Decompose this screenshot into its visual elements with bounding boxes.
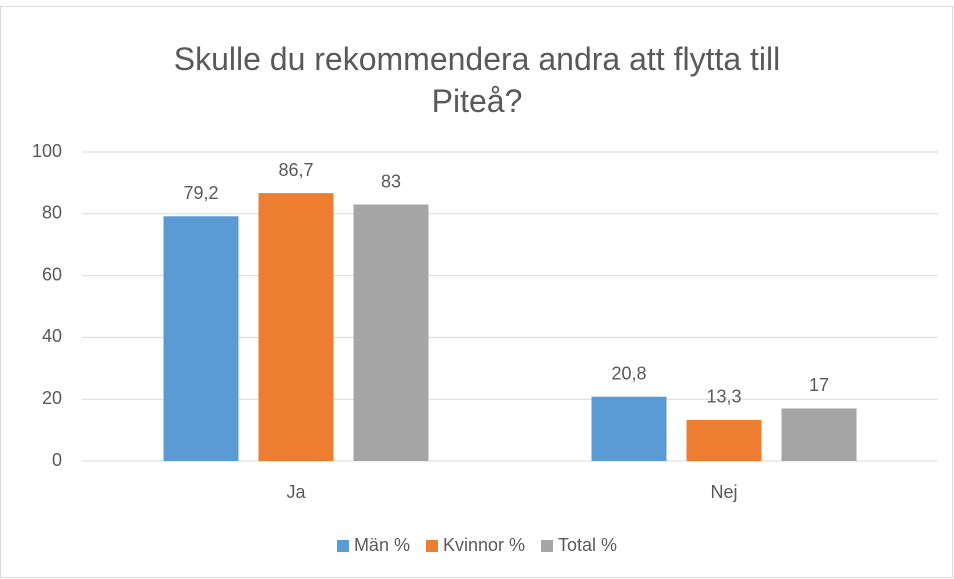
y-tick-label: 20 bbox=[42, 388, 62, 408]
bar bbox=[781, 408, 857, 461]
data-label: 83 bbox=[381, 171, 401, 191]
chart-border bbox=[0, 6, 953, 578]
y-tick-label: 80 bbox=[42, 203, 62, 223]
data-label: 79,2 bbox=[183, 183, 218, 203]
y-tick-label: 100 bbox=[32, 141, 62, 161]
y-tick-label: 0 bbox=[52, 450, 62, 470]
data-label: 13,3 bbox=[706, 387, 741, 407]
bar bbox=[591, 396, 667, 461]
legend-label: Kvinnor % bbox=[443, 535, 525, 555]
legend-label: Total % bbox=[558, 535, 617, 555]
x-tick-label: Nej bbox=[710, 482, 737, 502]
y-tick-label: 60 bbox=[42, 264, 62, 284]
data-label: 17 bbox=[809, 375, 829, 395]
y-tick-label: 40 bbox=[42, 326, 62, 346]
data-label: 86,7 bbox=[278, 160, 313, 180]
bar bbox=[353, 204, 429, 461]
legend-label: Män % bbox=[354, 535, 410, 555]
bar bbox=[258, 193, 334, 462]
legend-swatch bbox=[425, 540, 438, 552]
legend-swatch bbox=[336, 540, 349, 552]
bar bbox=[163, 216, 239, 461]
data-label: 20,8 bbox=[611, 363, 646, 383]
bar bbox=[686, 419, 762, 461]
x-tick-label: Ja bbox=[286, 482, 306, 502]
chart-title: Skulle du rekommendera andra att flytta … bbox=[173, 41, 781, 119]
legend-swatch bbox=[541, 540, 554, 552]
